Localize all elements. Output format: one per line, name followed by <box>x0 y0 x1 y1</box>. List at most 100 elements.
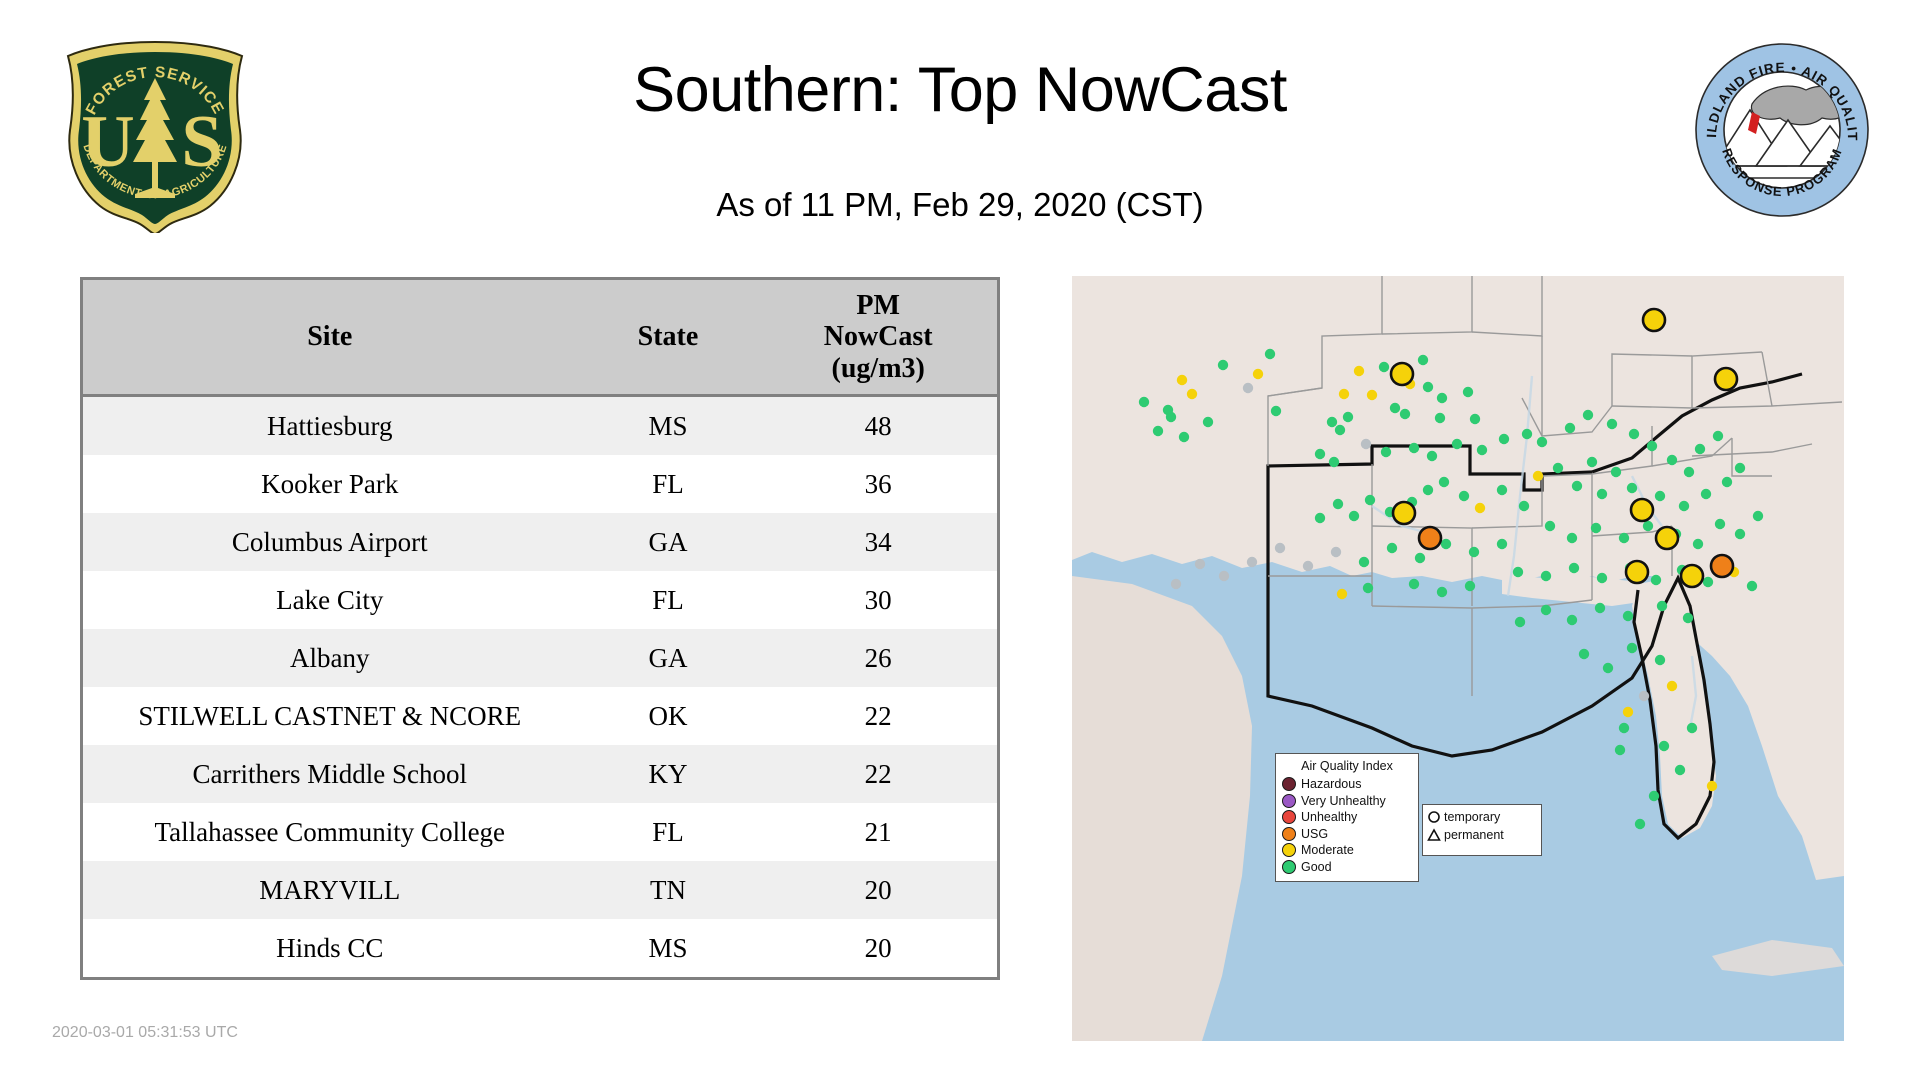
monitor-dot-good[interactable] <box>1606 418 1618 430</box>
monitor-dot-good[interactable] <box>1571 480 1583 492</box>
monitor-dot-good[interactable] <box>1646 440 1658 452</box>
monitor-dot-good[interactable] <box>1544 520 1556 532</box>
monitor-dot-good[interactable] <box>1634 818 1646 830</box>
top-site-marker[interactable]: STILWELL CASTNET & NCORE <box>1389 361 1415 387</box>
monitor-dot-good[interactable] <box>1476 444 1488 456</box>
monitor-dot-good[interactable] <box>1414 552 1426 564</box>
monitor-dot-moderate[interactable] <box>1186 388 1198 400</box>
monitor-dot-good[interactable] <box>1512 566 1524 578</box>
monitor-dot-good[interactable] <box>1678 500 1690 512</box>
monitor-dot-good[interactable] <box>1596 572 1608 584</box>
monitor-dot-good[interactable] <box>1464 580 1476 592</box>
top-site-marker[interactable]: Albany <box>1654 525 1680 551</box>
monitor-dot-good[interactable] <box>1334 424 1346 436</box>
monitor-dot-good[interactable] <box>1342 411 1354 423</box>
monitor-dot-good[interactable] <box>1714 518 1726 530</box>
monitor-dot-good[interactable] <box>1566 614 1578 626</box>
monitor-dot-good[interactable] <box>1594 602 1606 614</box>
top-site-marker[interactable]: Tallahassee Community College <box>1624 559 1650 585</box>
monitor-dot-good[interactable] <box>1438 476 1450 488</box>
monitor-dot-good[interactable] <box>1568 562 1580 574</box>
monitor-dot-good[interactable] <box>1682 612 1694 624</box>
monitor-dot-good[interactable] <box>1469 413 1481 425</box>
monitor-dot-good[interactable] <box>1178 431 1190 443</box>
top-site-marker[interactable]: MARYVILL <box>1713 366 1739 392</box>
monitor-dot-offline[interactable] <box>1218 570 1230 582</box>
monitor-dot-good[interactable] <box>1152 425 1164 437</box>
monitor-dot-good[interactable] <box>1399 408 1411 420</box>
monitor-dot-moderate[interactable] <box>1338 388 1350 400</box>
monitor-dot-good[interactable] <box>1596 488 1608 500</box>
monitor-dot-good[interactable] <box>1202 416 1214 428</box>
air-quality-map[interactable]: Carrithers Middle School STILWELL CASTNET… <box>1072 276 1844 1041</box>
monitor-dot-good[interactable] <box>1314 512 1326 524</box>
top-site-marker[interactable]: Lake City <box>1679 563 1705 589</box>
top-site-marker[interactable]: Carrithers Middle School <box>1641 307 1667 333</box>
monitor-dot-good[interactable] <box>1138 396 1150 408</box>
monitor-dot-good[interactable] <box>1702 576 1714 588</box>
monitor-dot-good[interactable] <box>1578 648 1590 660</box>
monitor-dot-good[interactable] <box>1462 386 1474 398</box>
monitor-dot-moderate[interactable] <box>1252 368 1264 380</box>
monitor-dot-good[interactable] <box>1552 462 1564 474</box>
monitor-dot-good[interactable] <box>1628 428 1640 440</box>
monitor-dot-good[interactable] <box>1380 446 1392 458</box>
monitor-dot-good[interactable] <box>1422 484 1434 496</box>
monitor-dot-good[interactable] <box>1496 484 1508 496</box>
monitor-dot-good[interactable] <box>1408 442 1420 454</box>
monitor-dot-good[interactable] <box>1496 538 1508 550</box>
monitor-dot-good[interactable] <box>1458 490 1470 502</box>
monitor-dot-good[interactable] <box>1434 412 1446 424</box>
monitor-dot-good[interactable] <box>1165 411 1177 423</box>
monitor-dot-good[interactable] <box>1618 532 1630 544</box>
monitor-dot-good[interactable] <box>1326 416 1338 428</box>
monitor-dot-good[interactable] <box>1642 520 1654 532</box>
monitor-dot-moderate[interactable] <box>1706 780 1718 792</box>
monitor-dot-good[interactable] <box>1389 402 1401 414</box>
monitor-dot-good[interactable] <box>1521 428 1533 440</box>
top-site-marker[interactable]: Hinds CC <box>1391 500 1417 526</box>
monitor-dot-good[interactable] <box>1270 405 1282 417</box>
monitor-dot-offline[interactable] <box>1242 382 1254 394</box>
monitor-dot-good[interactable] <box>1217 359 1229 371</box>
monitor-dot-good[interactable] <box>1540 570 1552 582</box>
monitor-dot-good[interactable] <box>1564 422 1576 434</box>
monitor-dot-good[interactable] <box>1586 456 1598 468</box>
monitor-dot-good[interactable] <box>1746 580 1758 592</box>
monitor-dot-good[interactable] <box>1622 610 1634 622</box>
monitor-dot-good[interactable] <box>1734 528 1746 540</box>
monitor-dot-good[interactable] <box>1658 740 1670 752</box>
monitor-dot-good[interactable] <box>1386 542 1398 554</box>
monitor-dot-good[interactable] <box>1440 538 1452 550</box>
monitor-dot-good[interactable] <box>1618 722 1630 734</box>
monitor-dot-good[interactable] <box>1566 532 1578 544</box>
monitor-dot-good[interactable] <box>1614 744 1626 756</box>
monitor-dot-good[interactable] <box>1721 476 1733 488</box>
monitor-dot-offline[interactable] <box>1638 690 1650 702</box>
monitor-dot-good[interactable] <box>1540 604 1552 616</box>
monitor-dot-good[interactable] <box>1518 500 1530 512</box>
monitor-dot-good[interactable] <box>1358 556 1370 568</box>
monitor-dot-good[interactable] <box>1328 456 1340 468</box>
monitor-dot-good[interactable] <box>1654 490 1666 502</box>
monitor-dot-good[interactable] <box>1426 450 1438 462</box>
monitor-dot-good[interactable] <box>1610 466 1622 478</box>
monitor-dot-moderate[interactable] <box>1622 706 1634 718</box>
monitor-dot-good[interactable] <box>1626 482 1638 494</box>
monitor-dot-good[interactable] <box>1626 642 1638 654</box>
monitor-dot-good[interactable] <box>1694 443 1706 455</box>
monitor-dot-good[interactable] <box>1378 361 1390 373</box>
monitor-dot-good[interactable] <box>1686 722 1698 734</box>
top-site-marker[interactable]: Columbus Airport <box>1629 497 1655 523</box>
monitor-dot-moderate[interactable] <box>1336 588 1348 600</box>
monitor-dot-good[interactable] <box>1314 448 1326 460</box>
monitor-dot-good[interactable] <box>1654 654 1666 666</box>
monitor-dot-good[interactable] <box>1712 430 1724 442</box>
monitor-dot-offline[interactable] <box>1360 438 1372 450</box>
monitor-dot-good[interactable] <box>1752 510 1764 522</box>
top-site-marker[interactable]: Kooker Park <box>1709 553 1735 579</box>
monitor-dot-good[interactable] <box>1348 510 1360 522</box>
monitor-dot-good[interactable] <box>1683 466 1695 478</box>
monitor-dot-good[interactable] <box>1332 498 1344 510</box>
monitor-dot-good[interactable] <box>1650 574 1662 586</box>
